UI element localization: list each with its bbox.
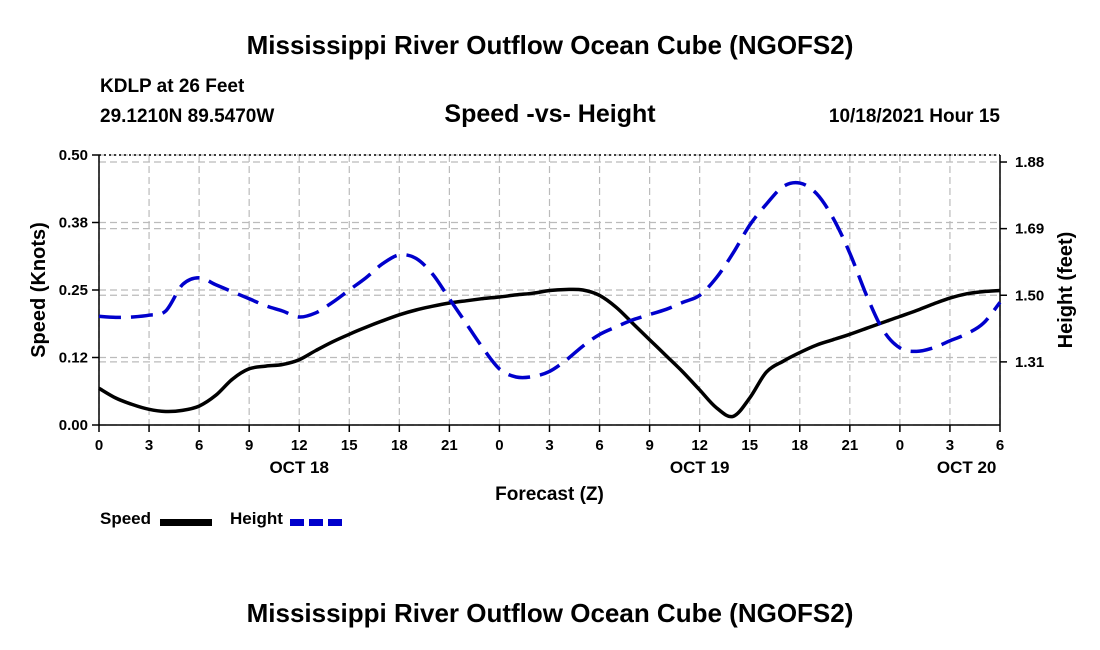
y-axis-title: Speed (Knots) [28,222,50,358]
x-tick-label: 6 [195,437,203,454]
x-tick-label: 18 [391,437,408,454]
x-tick-label: 15 [741,437,758,454]
y-tick-label: 0.00 [59,417,88,434]
y2-tick-label: 1.69 [1015,221,1044,238]
x-tick-label: 9 [245,437,253,454]
x-tick-label: 3 [145,437,153,454]
y2-tick-label: 1.50 [1015,287,1044,304]
x-tick-label: 15 [341,437,358,454]
x-tick-label: 9 [645,437,653,454]
legend-height-label: Height [230,509,283,528]
footer-title: Mississippi River Outflow Ocean Cube (NG… [246,598,854,628]
forecast-datetime: 10/18/2021 Hour 15 [828,106,1000,127]
x-tick-label: 6 [996,437,1004,454]
legend-speed-label: Speed [100,509,152,528]
x-tick-label: 12 [691,437,708,454]
y-tick-label: 0.25 [59,282,88,299]
x-tick-label: 12 [291,437,308,454]
y-tick-label: 0.12 [59,350,88,367]
series-height-line [98,180,1002,380]
legend-height-swatch [290,519,342,526]
x-tick-label: 3 [545,437,553,454]
x-tick-label: 0 [95,437,103,454]
legend-speed-swatch [160,519,212,526]
y2-tick-label: 1.31 [1015,354,1044,371]
chart-subtitle: Speed -vs- Height [444,100,656,128]
station-name: KDLP at 26 Feet [100,76,245,97]
x-tick-label: 3 [946,437,954,454]
x-tick-label: 21 [441,437,458,454]
y-tick-label: 0.38 [59,215,88,232]
day-label: OCT 20 [937,458,997,477]
series-speed-line [98,287,1001,419]
x-axis-title: Forecast (Z) [495,484,604,505]
chart-title: Mississippi River Outflow Ocean Cube (NG… [246,30,854,60]
x-tick-label: 0 [495,437,503,454]
station-coords: 29.1210N 89.5470W [100,106,275,127]
y2-axis-title: Height (feet) [1055,232,1077,349]
x-tick-label: 21 [841,437,858,454]
day-label: OCT 18 [269,458,329,477]
x-tick-label: 0 [896,437,904,454]
y2-tick-label: 1.88 [1015,154,1044,171]
y-tick-label: 0.50 [59,147,88,164]
day-label: OCT 19 [670,458,730,477]
x-tick-label: 18 [791,437,808,454]
x-tick-label: 6 [595,437,603,454]
